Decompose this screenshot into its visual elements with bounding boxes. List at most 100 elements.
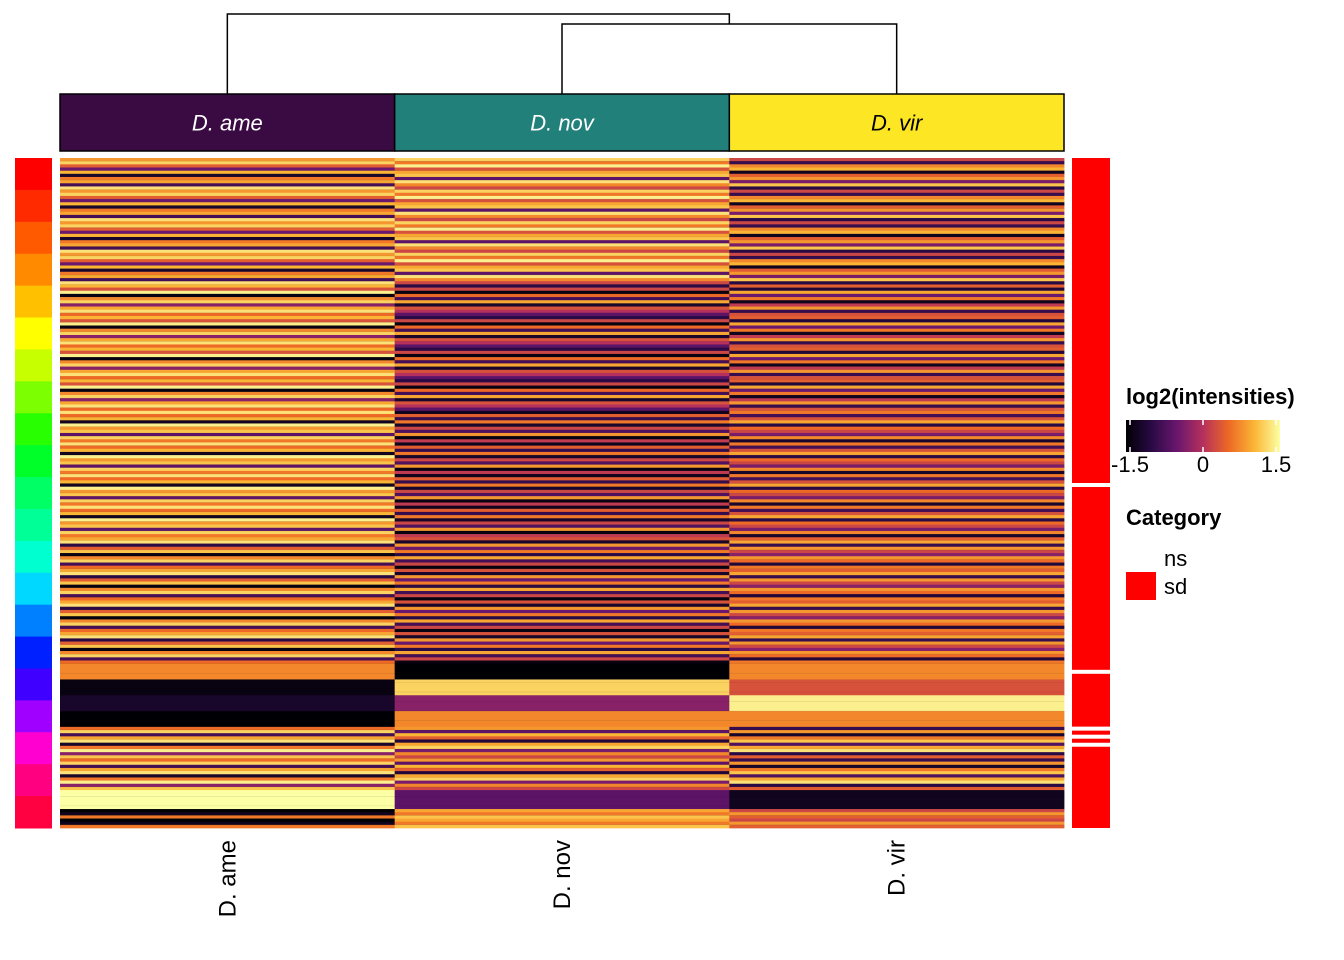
heatmap-cell: [729, 651, 1065, 655]
heatmap-cell: [394, 824, 730, 829]
heatmap-cell: [394, 799, 730, 804]
row-annotation-cell: [15, 189, 52, 223]
heatmap-cell: [729, 341, 1065, 345]
heatmap-cell: [60, 549, 396, 554]
heatmap-cell: [729, 278, 1065, 282]
heatmap-cell: [729, 221, 1065, 225]
heatmap-cell: [394, 549, 730, 554]
heatmap-cell: [60, 783, 396, 788]
heatmap-cell: [729, 451, 1065, 456]
heatmap-cell: [729, 597, 1065, 601]
heatmap-cell: [394, 319, 730, 323]
heatmap-cell: [60, 515, 396, 519]
heatmap-cell: [394, 167, 730, 171]
heatmap-cell: [729, 534, 1065, 538]
heatmap-cell: [60, 287, 396, 292]
heatmap-cell: [729, 821, 1065, 826]
heatmap-cell: [60, 161, 396, 165]
heatmap-cell: [394, 312, 730, 317]
heatmap-cell: [394, 287, 730, 292]
heatmap-cell: [60, 429, 396, 434]
heatmap-cell: [394, 707, 730, 712]
heatmap-cell: [60, 669, 396, 674]
heatmap-cell: [729, 464, 1065, 469]
heatmap-cell: [60, 344, 396, 348]
heatmap-cell: [729, 240, 1065, 244]
heatmap-cell: [394, 366, 730, 371]
heatmap-cell: [60, 413, 396, 418]
heatmap-cell: [729, 334, 1065, 339]
heatmap-cell: [729, 303, 1065, 307]
heatmap-cell: [394, 578, 730, 582]
heatmap-cell: [394, 176, 730, 181]
heatmap-cell: [729, 546, 1065, 551]
heatmap-cell: [60, 752, 396, 756]
heatmap-cell: [729, 259, 1065, 263]
heatmap-cell: [394, 271, 730, 276]
heatmap-cell: [60, 685, 396, 690]
heatmap-cell: [729, 322, 1065, 326]
heatmap-cell: [394, 556, 730, 560]
heatmap-cell: [729, 176, 1065, 181]
heatmap-cell: [60, 458, 396, 462]
heatmap-cell: [394, 363, 730, 367]
heatmap-cell: [60, 572, 396, 576]
heatmap-cell: [60, 559, 396, 563]
heatmap-cell: [394, 660, 730, 665]
heatmap-cell: [729, 233, 1065, 238]
row-annotation-cell: [15, 668, 52, 701]
heatmap-cell: [729, 584, 1065, 589]
heatmap-cell: [729, 695, 1065, 699]
heatmap-cell: [394, 442, 730, 446]
heatmap-cell: [394, 609, 730, 614]
heatmap-cell: [729, 224, 1065, 228]
heatmap-cell: [394, 439, 730, 443]
heatmap-cell: [60, 240, 396, 244]
heatmap-cell: [729, 455, 1065, 459]
heatmap-cell: [60, 799, 396, 804]
heatmap-cell: [729, 195, 1065, 200]
heatmap-cell: [394, 714, 730, 718]
heatmap-cell: [394, 353, 730, 358]
heatmap-cell: [729, 404, 1065, 409]
heatmap-cell: [729, 227, 1065, 232]
heatmap-cell: [60, 271, 396, 276]
heatmap-cell: [394, 173, 730, 178]
heatmap-cell: [394, 748, 730, 753]
heatmap-cell: [729, 660, 1065, 665]
heatmap-cell: [729, 786, 1065, 791]
heatmap-cell: [60, 246, 396, 250]
heatmap-cell: [394, 404, 730, 409]
heatmap-cell: [394, 347, 730, 352]
heatmap-cell: [60, 483, 396, 488]
heatmap-cell: [60, 211, 396, 216]
heatmap-cell: [394, 423, 730, 427]
heatmap-cell: [60, 331, 396, 336]
heatmap-cell: [60, 347, 396, 352]
heatmap-cell: [394, 426, 730, 431]
heatmap-cell: [394, 211, 730, 216]
heatmap-cell: [60, 796, 396, 800]
heatmap-cell: [60, 489, 396, 494]
row-annotation-cell: [15, 477, 52, 510]
heatmap-cell: [60, 328, 396, 333]
heatmap-cell: [729, 521, 1065, 525]
heatmap-cell: [729, 635, 1065, 639]
heatmap-cell: [394, 742, 730, 747]
heatmap-cell: [60, 436, 396, 440]
heatmap-cell: [60, 417, 396, 421]
heatmap-cell: [394, 723, 730, 728]
heatmap-cell: [60, 353, 396, 358]
heatmap-cell: [394, 812, 730, 816]
heatmap-cell: [60, 502, 396, 506]
heatmap-cell: [394, 230, 730, 235]
heatmap-cell: [729, 158, 1065, 162]
heatmap-cell: [60, 730, 396, 734]
heatmap-cell: [394, 790, 730, 794]
heatmap-cell: [729, 265, 1065, 269]
heatmap-cell: [394, 805, 730, 810]
heatmap-cell: [60, 530, 396, 535]
heatmap-cell: [729, 559, 1065, 563]
heatmap-cell: [60, 274, 396, 279]
